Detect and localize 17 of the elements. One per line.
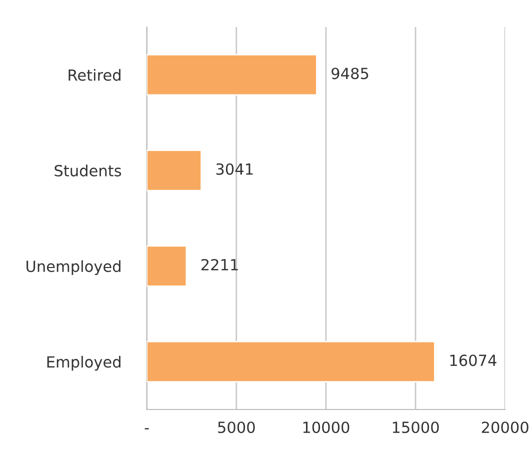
bar bbox=[146, 340, 436, 382]
x-tick-label: 20000 bbox=[482, 422, 528, 434]
x-tick-label: 15000 bbox=[392, 422, 439, 434]
y-tick-label: Retired bbox=[68, 69, 120, 81]
data-label: 16074 bbox=[450, 354, 496, 366]
y-tick-label: Students bbox=[54, 164, 122, 176]
bar bbox=[146, 150, 202, 192]
bar bbox=[146, 245, 188, 287]
x-tick-label: 5000 bbox=[218, 422, 255, 434]
data-label: 2211 bbox=[201, 258, 238, 270]
y-tick-label: Unemployed bbox=[26, 260, 120, 276]
y-tick-label: Employed bbox=[47, 356, 120, 371]
x-tick-label: - bbox=[144, 428, 149, 430]
x-tick-label: 10000 bbox=[303, 422, 350, 434]
data-label: 3041 bbox=[216, 163, 253, 175]
bar bbox=[146, 54, 318, 96]
data-label: 9485 bbox=[332, 68, 368, 80]
